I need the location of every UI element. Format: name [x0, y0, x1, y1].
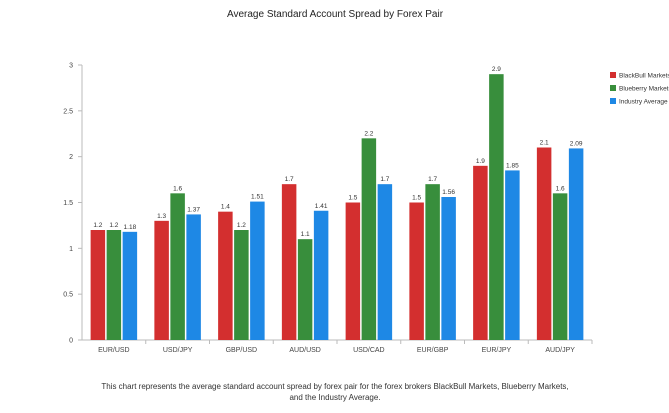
legend-swatch — [610, 72, 616, 78]
bar-value-label: 1.7 — [380, 176, 389, 183]
bar — [441, 197, 456, 340]
bar — [106, 230, 122, 340]
bar-value-label: 1.3 — [157, 213, 166, 220]
bar-value-label: 1.1 — [301, 231, 310, 238]
x-tick-label: USD/CAD — [353, 347, 385, 354]
bar — [297, 239, 313, 340]
y-tick-label: 3 — [69, 63, 73, 70]
bar-value-label: 1.6 — [173, 185, 182, 192]
x-tick-label: AUD/JPY — [545, 347, 575, 354]
bar-value-label: 1.41 — [315, 203, 328, 210]
x-tick-label: EUR/JPY — [482, 347, 512, 354]
bar-value-label: 1.5 — [412, 195, 421, 202]
caption-line-1: This chart represents the average standa… — [101, 382, 569, 391]
bar — [281, 184, 297, 340]
y-tick-label: 2 — [69, 154, 73, 161]
chart-title: Average Standard Account Spread by Forex… — [227, 9, 444, 20]
bar-value-label: 1.9 — [476, 158, 485, 165]
bar-value-label: 1.7 — [428, 176, 437, 183]
y-tick-label: 0 — [69, 338, 73, 345]
bar — [234, 230, 249, 340]
legend-swatch — [610, 85, 616, 91]
bar — [90, 230, 106, 340]
bar-group: 1.5 1.7 1.56 — [409, 176, 456, 340]
bar-value-label: 1.2 — [109, 222, 118, 229]
bar — [505, 170, 520, 340]
bar-value-label: 2.9 — [492, 66, 501, 73]
bar-value-label: 1.85 — [506, 162, 519, 169]
bar-value-label: 1.2 — [93, 222, 102, 229]
bar — [425, 184, 440, 340]
bar — [361, 138, 377, 340]
bar-group: 1.4 1.2 1.51 — [218, 194, 265, 340]
bar-value-label: 1.6 — [556, 185, 565, 192]
bar — [552, 193, 568, 340]
bar — [536, 147, 552, 340]
bar — [473, 165, 488, 340]
bar-value-label: 1.4 — [221, 204, 230, 211]
chart-caption: This chart represents the average standa… — [90, 381, 580, 403]
bar-value-label: 2.2 — [364, 130, 373, 137]
bar — [409, 202, 424, 340]
y-tick-label: 0.5 — [63, 292, 73, 299]
bar — [250, 201, 265, 340]
y-tick-label: 1 — [69, 246, 73, 253]
x-tick-label: USD/JPY — [163, 347, 193, 354]
bar — [218, 211, 233, 340]
legend-swatch — [610, 98, 616, 104]
bar — [186, 214, 201, 340]
legend-label: BlackBull Markets — [619, 73, 669, 80]
x-tick-label: GBP/USD — [226, 347, 258, 354]
bar-group: 1.2 1.2 1.18 — [90, 222, 138, 340]
bar-value-label: 2.09 — [570, 140, 583, 147]
bar-value-label: 1.5 — [348, 195, 357, 202]
caption-line-2: and the Industry Average. — [289, 393, 381, 402]
bar — [170, 193, 185, 340]
x-tick-label: AUD/USD — [289, 347, 321, 354]
x-tick-label: EUR/GBP — [417, 347, 449, 354]
y-tick-label: 1.5 — [63, 200, 73, 207]
legend-label: Blueberry Markets — [619, 86, 669, 93]
bar-value-label: 1.51 — [251, 194, 264, 201]
bar-value-label: 2.1 — [540, 140, 549, 147]
bar — [377, 184, 393, 340]
bar-value-label: 1.7 — [285, 176, 294, 183]
bar — [313, 210, 329, 340]
y-tick-label: 2.5 — [63, 108, 73, 115]
bar — [154, 220, 169, 340]
bar-value-label: 1.18 — [124, 224, 137, 231]
bar-group: 1.5 2.2 1.7 — [345, 130, 393, 340]
bar — [345, 202, 361, 340]
bar-groups: 1.2 1.2 1.18 1.3 1.6 1.37 1.4 1.2 1.51 1.7 1.1 1.41… — [90, 66, 584, 341]
bar-group: 2.1 1.6 2.09 — [536, 140, 584, 340]
bar — [489, 74, 504, 341]
bar-value-label: 1.2 — [237, 222, 246, 229]
bar-group: 1.3 1.6 1.37 — [154, 185, 201, 340]
bar-value-label: 1.37 — [187, 206, 200, 213]
legend-label: Industry Average — [619, 99, 668, 106]
bar — [122, 231, 138, 340]
x-tick-label: EUR/USD — [98, 347, 130, 354]
bar-group: 1.7 1.1 1.41 — [281, 176, 329, 340]
bar-group: 1.9 2.9 1.85 — [473, 66, 520, 341]
bar-value-label: 1.56 — [442, 189, 455, 196]
bar — [568, 148, 584, 340]
legend: BlackBull Markets Blueberry Markets Indust… — [610, 72, 669, 106]
